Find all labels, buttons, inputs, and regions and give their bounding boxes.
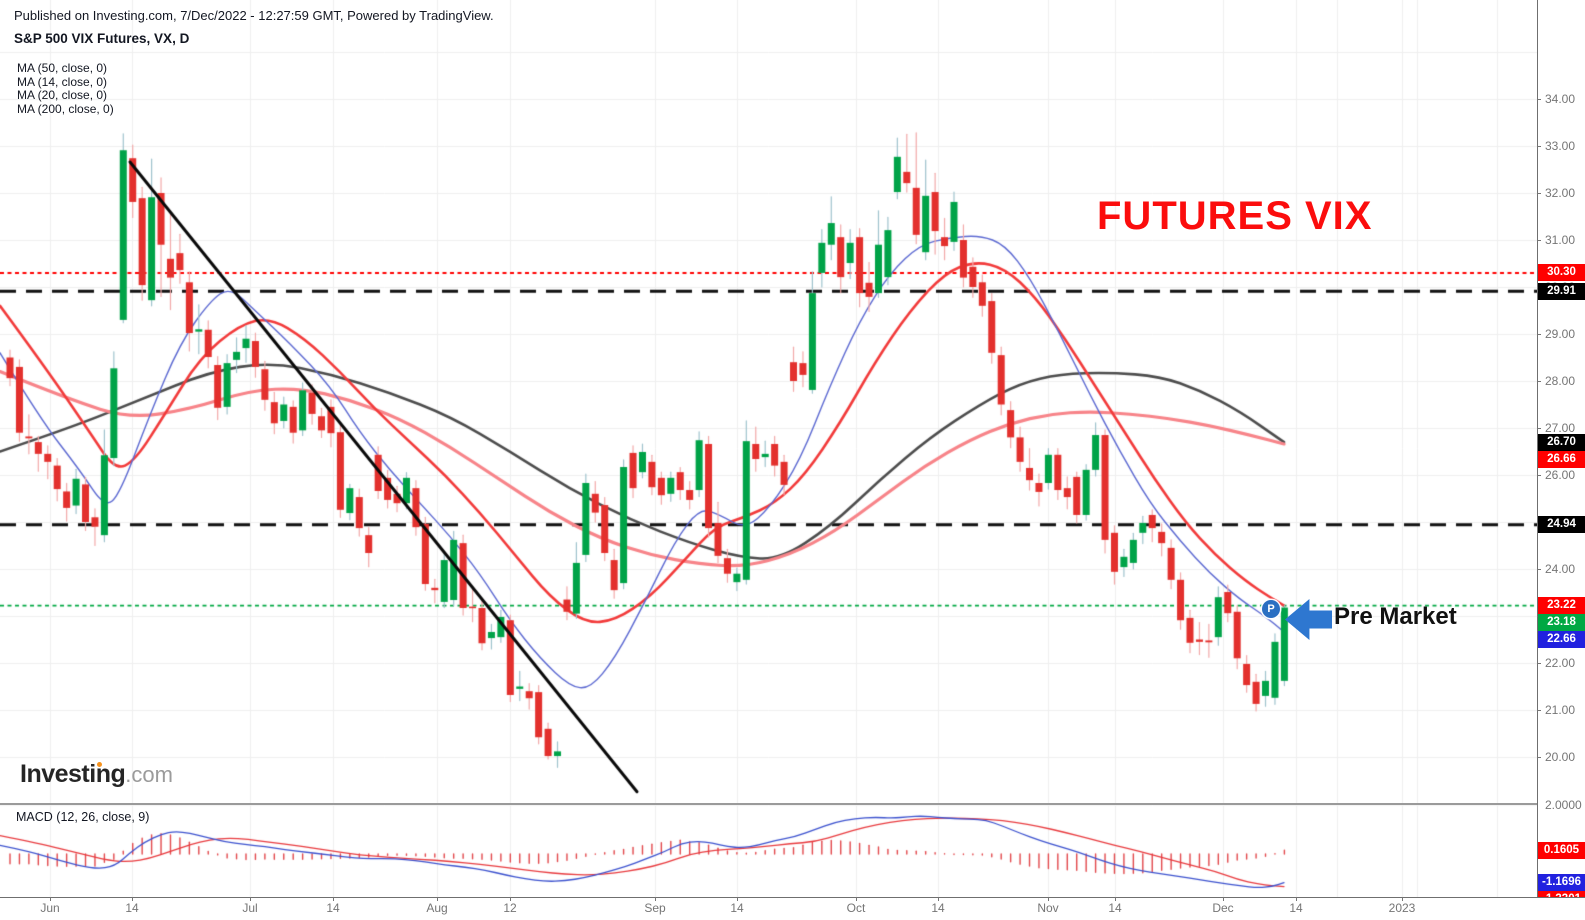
time-tick-mark: [737, 897, 738, 901]
price-tick-label: 22.00: [1545, 656, 1576, 670]
time-tick-mark: [1115, 897, 1116, 901]
time-tick-label: 14: [326, 901, 340, 915]
price-tick-mark: [1537, 522, 1541, 523]
price-tick-mark: [1537, 616, 1541, 617]
price-tick-label: 25.00: [1545, 515, 1576, 529]
time-tick-label: Dec: [1212, 901, 1234, 915]
time-tick-label: Jul: [242, 901, 258, 915]
price-tick-mark: [1537, 663, 1541, 664]
price-badge-26.70: 26.70: [1538, 433, 1585, 451]
price-tick-label: 31.00: [1545, 233, 1576, 247]
ma-legend-row-200: MA (200, close, 0): [17, 101, 114, 116]
macd-indicator-label: MACD (12, 26, close, 9): [16, 810, 150, 824]
time-tick-label: Jun: [40, 901, 60, 915]
price-tick-mark: [1537, 287, 1541, 288]
price-tick-label: 21.00: [1545, 703, 1576, 717]
price-tick-mark: [1537, 193, 1541, 194]
ma-legend: MA (50, close, 0) MA (14, close, 0) MA (…: [17, 61, 114, 116]
price-tick-mark: [1537, 710, 1541, 711]
ma-legend-row-14: MA (14, close, 0): [17, 74, 108, 89]
pre-market-marker: P: [1262, 600, 1280, 618]
price-tick-label: 34.00: [1545, 92, 1576, 106]
price-tick-label: 29.00: [1545, 327, 1576, 341]
futures-vix-annotation: FUTURES VIX: [1097, 194, 1373, 238]
time-tick-mark: [1223, 897, 1224, 901]
time-tick-mark: [1402, 897, 1403, 901]
chart-title: S&P 500 VIX Futures, VX, D: [14, 31, 190, 46]
time-tick-label: 12: [503, 901, 517, 915]
price-tick-label: 27.00: [1545, 421, 1576, 435]
time-tick-mark: [333, 897, 334, 901]
pre-market-label: Pre Market: [1334, 603, 1457, 630]
investing-logo: Investing.com: [20, 760, 173, 789]
time-tick-label: 14: [931, 901, 945, 915]
price-badge--1.1696: -1.1696: [1538, 874, 1585, 892]
price-tick-mark: [1537, 99, 1541, 100]
price-tick-mark: [1537, 428, 1541, 429]
time-tick-label: Nov: [1037, 901, 1059, 915]
time-tick-mark: [510, 897, 511, 901]
time-tick-mark: [938, 897, 939, 901]
price-tick-mark: [1537, 475, 1541, 476]
macd-panel-separator: [0, 803, 1537, 805]
time-tick-mark: [437, 897, 438, 901]
price-tick-label: 23.00: [1545, 609, 1576, 623]
price-tick-label: 24.00: [1545, 562, 1576, 576]
time-axis-border: [0, 897, 1585, 898]
time-tick-label: 14: [125, 901, 139, 915]
time-tick-label: 14: [730, 901, 744, 915]
time-tick-label: Aug: [426, 901, 448, 915]
investing-logo-suffix: .com: [125, 762, 173, 787]
price-tick-label: 28.00: [1545, 374, 1576, 388]
price-badge-26.66: 26.66: [1538, 450, 1585, 468]
time-tick-mark: [50, 897, 51, 901]
time-tick-label: 14: [1108, 901, 1122, 915]
price-tick-mark: [1537, 334, 1541, 335]
ma-legend-row-50: MA (50, close, 0): [17, 61, 108, 75]
investing-logo-text: Investing: [20, 760, 126, 788]
time-tick-mark: [655, 897, 656, 901]
price-badge-22.66: 22.66: [1538, 631, 1585, 649]
publish-info: Published on Investing.com, 7/Dec/2022 -…: [14, 8, 494, 23]
time-tick-mark: [250, 897, 251, 901]
time-tick-label: 14: [1289, 901, 1303, 915]
price-tick-label: 32.00: [1545, 186, 1576, 200]
time-tick-label: Oct: [846, 901, 866, 915]
price-tick-mark: [1537, 381, 1541, 382]
price-tick-label: 33.00: [1545, 139, 1576, 153]
time-tick-label: Sep: [644, 901, 666, 915]
time-tick-mark: [1296, 897, 1297, 901]
time-tick-mark: [856, 897, 857, 901]
macd-scale-label: 2.0000: [1545, 798, 1582, 812]
ma-legend-row-20: MA (20, close, 0): [17, 88, 108, 102]
price-tick-label: 30.00: [1545, 280, 1576, 294]
price-chart-canvas[interactable]: [0, 0, 1537, 897]
price-badge-0.1605: 0.1605: [1538, 841, 1585, 859]
time-tick-mark: [132, 897, 133, 901]
price-tick-label: 20.00: [1545, 750, 1576, 764]
price-tick-mark: [1537, 569, 1541, 570]
time-tick-mark: [1048, 897, 1049, 901]
price-badge-30.30: 30.30: [1538, 264, 1585, 282]
price-axis-border: [1537, 0, 1538, 897]
time-tick-label: 2023: [1388, 901, 1416, 915]
price-tick-mark: [1537, 757, 1541, 758]
investing-logo-dot: [96, 762, 102, 767]
price-tick-label: 26.00: [1545, 468, 1576, 482]
price-tick-mark: [1537, 146, 1541, 147]
price-tick-mark: [1537, 240, 1541, 241]
